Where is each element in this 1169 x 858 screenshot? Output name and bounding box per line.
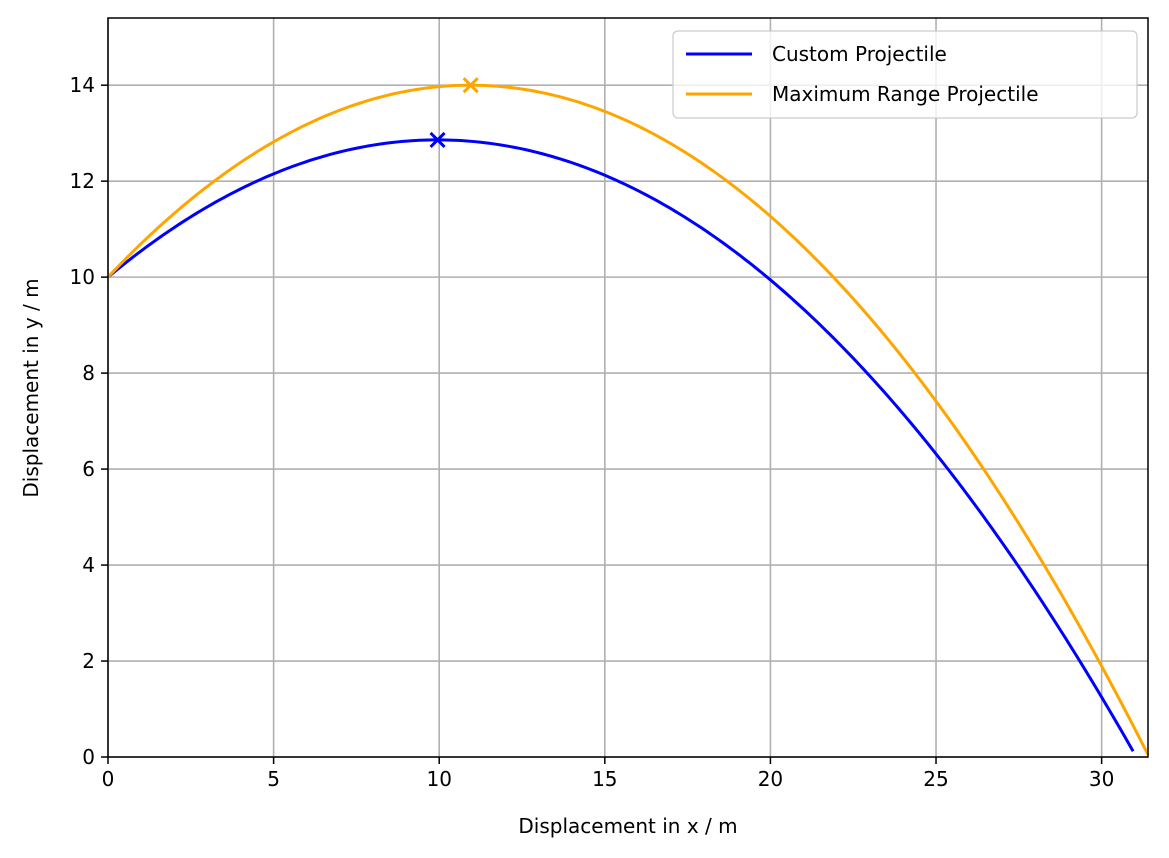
y-tick-label: 8	[82, 361, 95, 385]
custom-projectile-line	[107, 138, 1135, 752]
series-layer	[106, 77, 1150, 756]
y-tick-label: 14	[70, 73, 95, 97]
grid	[107, 18, 1148, 758]
legend: Custom Projectile Maximum Range Projecti…	[672, 30, 1138, 119]
x-tick-label: 10	[426, 767, 451, 791]
legend-box	[672, 30, 1138, 119]
ticks: 0 5 10 15 20 25 30 0 2 4 6 8 10 12 14	[70, 73, 1115, 791]
y-tick-label: 6	[82, 457, 95, 481]
x-axis-label: Displacement in x / m	[518, 814, 737, 838]
max-range-projectile-apex-marker	[462, 77, 479, 94]
x-tick-label: 30	[1089, 767, 1114, 791]
y-axis-label: Displacement in y / m	[19, 278, 43, 497]
x-tick-label: 5	[267, 767, 280, 791]
y-tick-label: 12	[70, 169, 95, 193]
max-range-projectile-line	[106, 83, 1150, 756]
legend-label-custom: Custom Projectile	[772, 42, 947, 66]
x-tick-label: 25	[923, 767, 948, 791]
x-tick-label: 15	[592, 767, 617, 791]
y-tick-label: 0	[82, 745, 95, 769]
y-tick-label: 4	[82, 553, 95, 577]
y-tick-label: 10	[70, 265, 95, 289]
legend-label-max-range: Maximum Range Projectile	[772, 82, 1039, 106]
custom-projectile-apex-marker	[429, 131, 446, 148]
plot-frame	[107, 17, 1149, 758]
y-tick-label: 2	[82, 649, 95, 673]
x-tick-label: 0	[102, 767, 115, 791]
x-tick-label: 20	[758, 767, 783, 791]
